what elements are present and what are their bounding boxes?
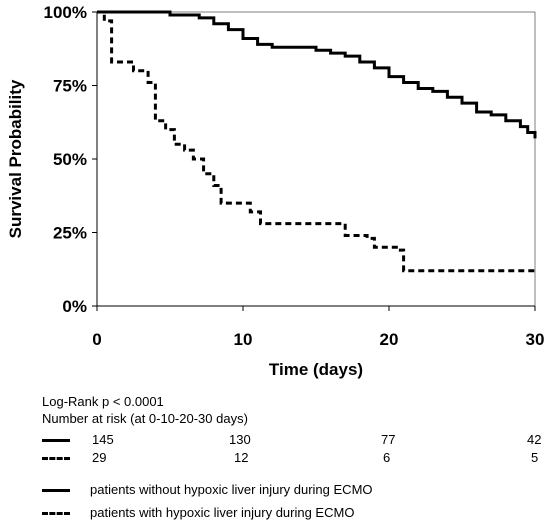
legend-item-dashed: patients with hypoxic liver injury durin… (0, 505, 550, 521)
risk-value: 12 (234, 450, 249, 465)
number-at-risk-title: Number at risk (at 0-10-20-30 days) (42, 411, 248, 426)
solid-line-swatch (42, 489, 70, 492)
dashed-line-swatch (42, 512, 70, 515)
legend-label: patients with hypoxic liver injury durin… (90, 505, 355, 520)
risk-row-dashed: 29 12 6 5 (0, 450, 550, 466)
risk-value: 130 (229, 432, 251, 447)
risk-value: 145 (92, 432, 114, 447)
risk-value: 77 (381, 432, 396, 447)
risk-value: 6 (383, 450, 391, 465)
survival-chart: 0 10 20 30 0% 25% 50% 75% 100% Time (days) Survi… (6, 3, 545, 379)
solid-line-swatch (42, 439, 70, 442)
x-tick-label: 30 (526, 330, 545, 349)
y-tick-label: 0% (62, 297, 87, 316)
logrank-text: Log-Rank p < 0.0001 (42, 394, 164, 409)
series-layer (97, 10, 537, 273)
risk-row-solid: 145 130 77 42 (0, 432, 550, 448)
risk-value: 42 (527, 432, 542, 447)
risk-value: 29 (92, 450, 107, 465)
x-tick-label: 0 (92, 330, 101, 349)
legend-item-solid: patients without hypoxic liver injury du… (0, 482, 550, 498)
series-line-with-hypoxic-liver-injury (97, 10, 535, 273)
y-tick-label: 75% (53, 77, 87, 96)
x-tick-label: 20 (380, 330, 399, 349)
y-tick-label: 50% (53, 150, 87, 169)
y-axis-title: Survival Probability (6, 79, 25, 238)
risk-value: 5 (531, 450, 539, 465)
series-line-without-hypoxic-liver-injury (97, 10, 537, 139)
tick-layer: 0 10 20 30 0% 25% 50% 75% 100% (44, 3, 545, 349)
chart-axes (96, 11, 536, 307)
legend-label: patients without hypoxic liver injury du… (90, 482, 373, 497)
y-tick-label: 25% (53, 224, 87, 243)
y-tick-label: 100% (44, 3, 87, 22)
x-axis-title: Time (days) (269, 360, 363, 379)
x-tick-label: 10 (234, 330, 253, 349)
dashed-line-swatch (42, 457, 70, 460)
